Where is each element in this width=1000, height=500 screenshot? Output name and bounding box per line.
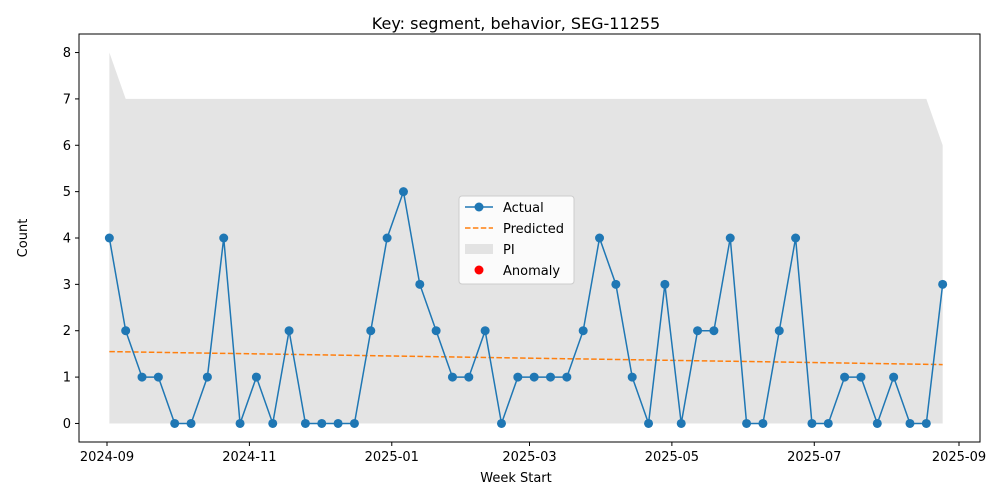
actual-point [186, 418, 196, 428]
actual-point [807, 418, 817, 428]
y-tick-label: 3 [63, 278, 71, 293]
legend-anomaly-marker [474, 265, 484, 275]
actual-point [284, 326, 294, 336]
actual-line [108, 188, 944, 427]
legend-box [458, 195, 575, 285]
actual-point [676, 418, 686, 428]
actual-point [774, 326, 784, 336]
x-tick-label: 2025-05 [645, 450, 699, 465]
actual-point [496, 418, 506, 428]
actual-point [791, 233, 801, 243]
actual-point [219, 233, 229, 243]
actual-point [447, 372, 457, 382]
x-tick-label: 2025-09 [932, 450, 986, 465]
legend-pi-label: PI [503, 243, 515, 258]
legend-actual-label: Actual [503, 201, 544, 216]
legend-predicted-label: Predicted [503, 222, 564, 237]
legend-anomaly-label: Anomaly [503, 264, 560, 279]
actual-point [872, 418, 882, 428]
legend: Actual Predicted PI Anomaly [458, 195, 575, 285]
actual-point [578, 326, 588, 336]
actual-point [235, 418, 245, 428]
x-tick-label: 2025-01 [365, 450, 419, 465]
x-tick-label: 2025-07 [787, 450, 841, 465]
actual-point [889, 372, 899, 382]
actual-point [693, 326, 703, 336]
actual-point [153, 372, 163, 382]
y-tick-label: 7 [63, 92, 71, 107]
actual-point [317, 418, 327, 428]
actual-point [758, 418, 768, 428]
actual-point [611, 279, 621, 289]
actual-point [709, 326, 719, 336]
actual-point [595, 233, 605, 243]
actual-point [725, 233, 735, 243]
predicted-line [109, 350, 943, 366]
actual-point [742, 418, 752, 428]
actual-point [627, 372, 637, 382]
legend-pi-swatch [465, 244, 493, 254]
y-axis-title: Count [16, 219, 31, 258]
actual-point [300, 418, 310, 428]
actual-point [349, 418, 359, 428]
actual-point [480, 326, 490, 336]
actual-point [644, 418, 654, 428]
legend-actual-marker [474, 202, 484, 212]
actual-point [104, 233, 114, 243]
actual-point [398, 187, 408, 197]
y-tick-label: 5 [63, 185, 71, 200]
actual-point [938, 279, 948, 289]
y-tick-label: 6 [63, 139, 71, 154]
actual-point [137, 372, 147, 382]
y-tick-label: 2 [63, 324, 71, 339]
x-tick-label: 2024-09 [80, 450, 134, 465]
actual-point [921, 418, 931, 428]
x-tick-label: 2024-11 [222, 450, 276, 465]
actual-point [856, 372, 866, 382]
actual-point [333, 418, 343, 428]
actual-point [268, 418, 278, 428]
actual-point [840, 372, 850, 382]
y-tick-label: 0 [63, 417, 71, 432]
x-axis-title: Week Start [480, 471, 552, 486]
actual-point [121, 326, 131, 336]
actual-point [546, 372, 556, 382]
actual-point [464, 372, 474, 382]
actual-point [251, 372, 261, 382]
actual-point [415, 279, 425, 289]
actual-point [513, 372, 523, 382]
actual-point [431, 326, 441, 336]
axis-ticks: 2024-09 2024-11 2025-01 2025-03 2025-05 2025-… [63, 46, 986, 465]
x-tick-label: 2025-03 [502, 450, 556, 465]
actual-point [562, 372, 572, 382]
y-tick-label: 8 [63, 46, 71, 61]
actual-point [660, 279, 670, 289]
actual-point [905, 418, 915, 428]
actual-point [382, 233, 392, 243]
actual-point [823, 418, 833, 428]
chart-title: Key: segment, behavior, SEG-11255 [372, 14, 660, 33]
actual-point [366, 326, 376, 336]
actual-point [170, 418, 180, 428]
y-tick-label: 4 [63, 232, 71, 247]
actual-point [529, 372, 539, 382]
y-tick-label: 1 [63, 371, 71, 386]
actual-point [202, 372, 212, 382]
